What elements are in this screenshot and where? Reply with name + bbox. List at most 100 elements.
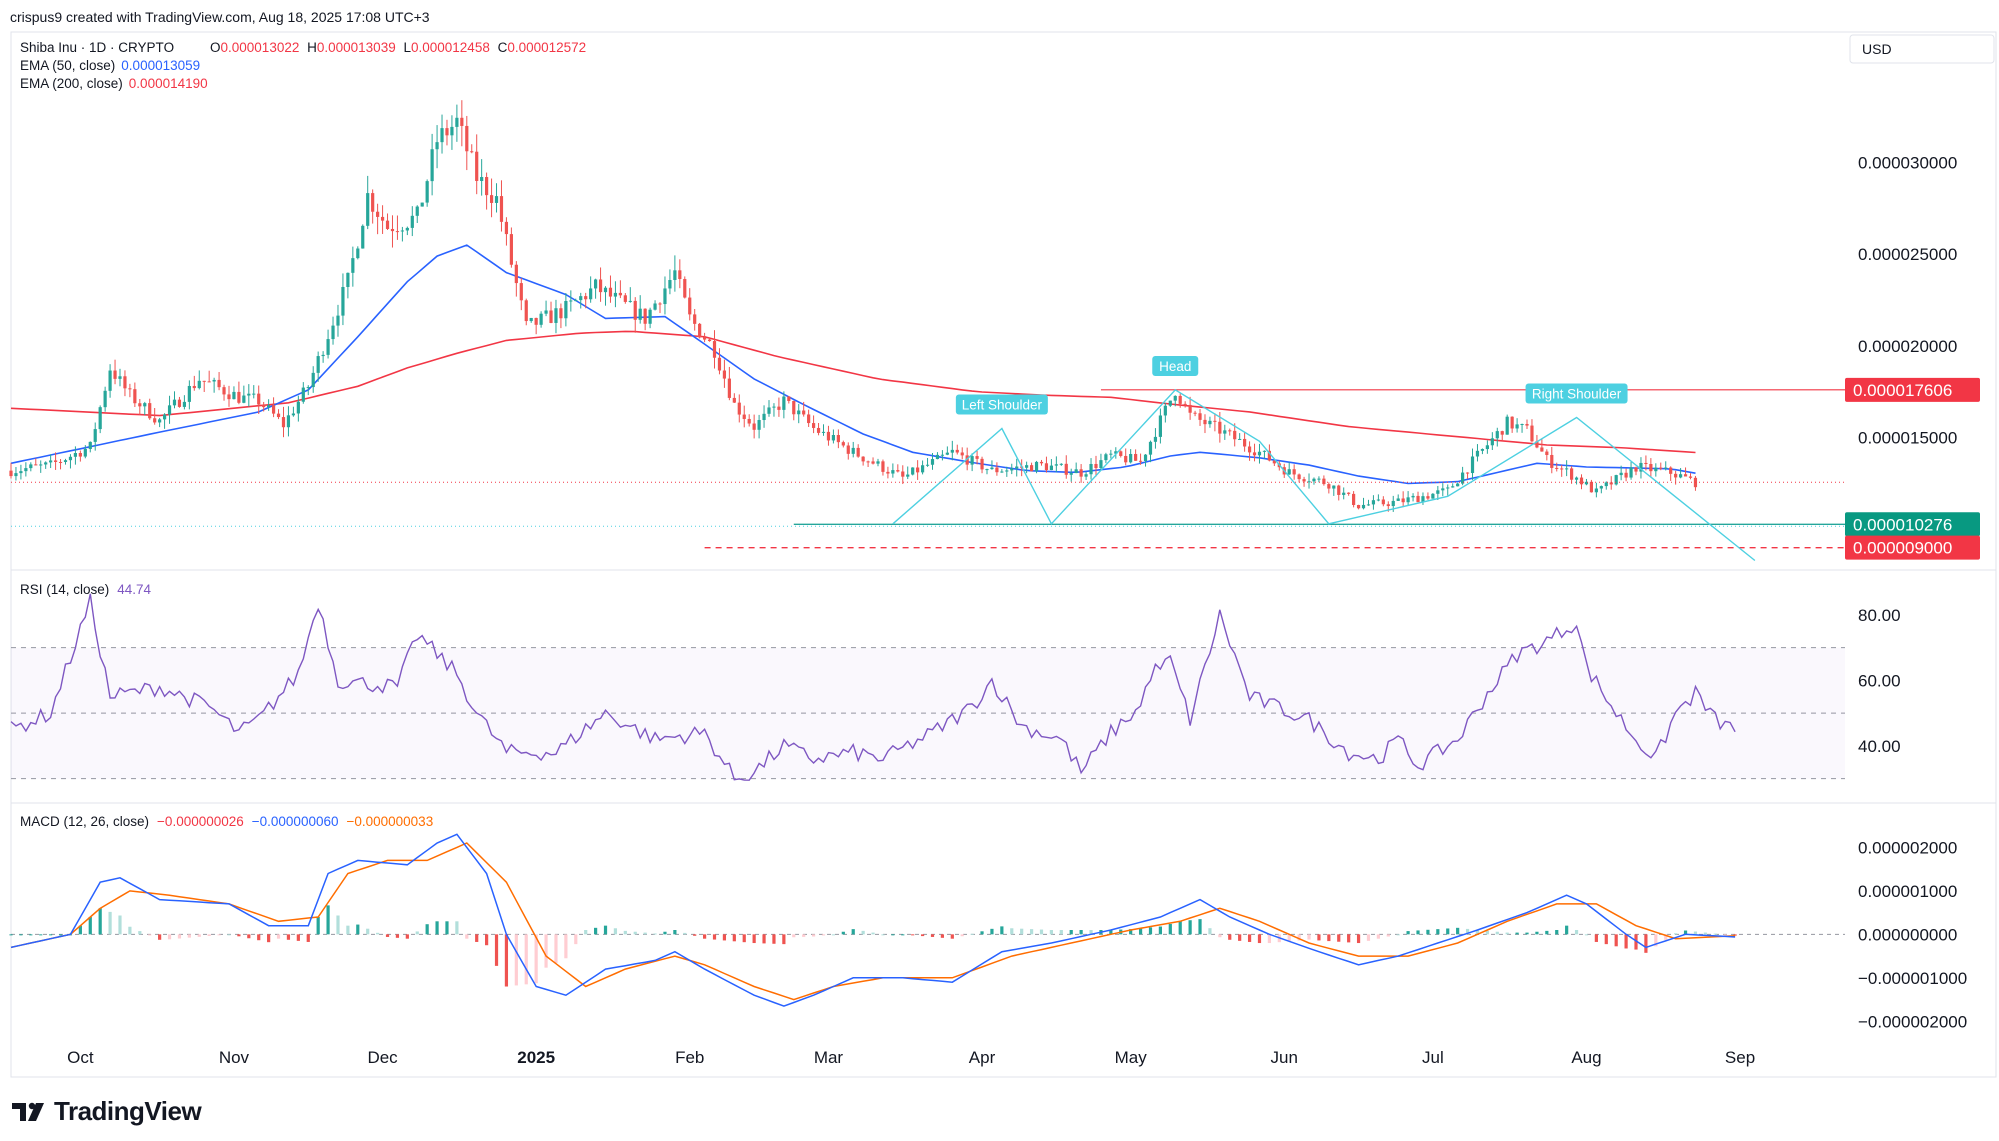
macd-histogram-bar bbox=[861, 930, 865, 935]
candle-body bbox=[1485, 445, 1489, 450]
candle-body bbox=[271, 405, 276, 414]
macd-histogram-bar bbox=[1267, 934, 1271, 944]
candle-body bbox=[1178, 395, 1182, 404]
candle-body bbox=[990, 467, 994, 470]
candle-body bbox=[861, 456, 865, 462]
macd-histogram-bar bbox=[1069, 930, 1073, 935]
candle-body bbox=[1540, 447, 1544, 452]
macd-histogram-bar bbox=[1148, 927, 1153, 935]
macd-histogram-bar bbox=[326, 905, 330, 935]
candles bbox=[9, 100, 1698, 512]
macd-axis-label: 0.000001000 bbox=[1858, 882, 1957, 901]
candle-body bbox=[262, 404, 266, 408]
candle-body bbox=[1664, 467, 1668, 469]
candle-body bbox=[1143, 454, 1148, 461]
candle-body bbox=[1267, 450, 1271, 461]
ema200-label: EMA (200, close) bbox=[20, 76, 123, 91]
candle-body bbox=[73, 453, 78, 457]
candle-body bbox=[722, 370, 727, 379]
candle-body bbox=[658, 303, 662, 305]
candle-body bbox=[1416, 495, 1420, 503]
candle-body bbox=[1451, 486, 1455, 488]
candle-body bbox=[1495, 431, 1499, 439]
ema50-line bbox=[10, 244, 1696, 485]
price-label-text: 0.000017606 bbox=[1853, 381, 1952, 400]
candle-body bbox=[1411, 495, 1415, 498]
macd-histogram-bar bbox=[98, 908, 102, 935]
currency-box[interactable] bbox=[1849, 34, 1995, 64]
candle-body bbox=[1555, 467, 1559, 469]
candle-body bbox=[1262, 450, 1267, 452]
currency-label: USD bbox=[1862, 41, 1892, 57]
candle-body bbox=[445, 128, 449, 136]
candle-body bbox=[584, 296, 588, 300]
candle-body bbox=[465, 125, 469, 152]
candle-body bbox=[752, 423, 756, 430]
macd-histogram-bar bbox=[633, 931, 637, 935]
macd-histogram-bar bbox=[703, 934, 707, 939]
macd-histogram-bar bbox=[227, 934, 231, 936]
candle-body bbox=[1560, 468, 1564, 470]
candle-body bbox=[698, 323, 702, 338]
candle-body bbox=[1327, 484, 1331, 489]
macd-histogram-bar bbox=[1228, 934, 1232, 940]
macd-histogram-bar bbox=[306, 934, 310, 942]
candle-body bbox=[192, 385, 196, 389]
macd-histogram-bar bbox=[1644, 934, 1648, 953]
macd-histogram-bar bbox=[1307, 934, 1311, 940]
macd-histogram-bar bbox=[594, 927, 598, 935]
ema50-value: 0.000013059 bbox=[121, 58, 200, 73]
candle-body bbox=[1252, 452, 1257, 456]
ema50-legend: EMA (50, close) 0.000013059 bbox=[20, 58, 200, 73]
candle-body bbox=[103, 390, 107, 408]
candle-body bbox=[425, 181, 429, 203]
candle-body bbox=[371, 193, 375, 212]
macd-histogram-bar bbox=[1456, 927, 1460, 935]
macd-histogram-bar bbox=[1624, 934, 1628, 949]
candle-body bbox=[1683, 474, 1688, 477]
candle-body bbox=[1238, 438, 1242, 440]
candle-body bbox=[1292, 469, 1296, 475]
candle-body bbox=[1198, 413, 1202, 420]
candle-body bbox=[1297, 474, 1301, 480]
candle-body bbox=[420, 202, 424, 207]
candle-body bbox=[683, 279, 687, 298]
macd-histogram-bar bbox=[1297, 934, 1301, 941]
candle-body bbox=[177, 399, 182, 407]
candle-body bbox=[846, 445, 850, 454]
candle-body bbox=[1134, 453, 1138, 461]
candle-body bbox=[1119, 451, 1123, 456]
macd-histogram-bar bbox=[425, 924, 429, 935]
candle-body bbox=[628, 300, 632, 302]
time-axis-label: Jul bbox=[1422, 1048, 1444, 1067]
time-axis[interactable]: Oct Nov Dec 2025 Feb Mar Apr May Jun Jul Aug Sep bbox=[67, 1048, 1755, 1067]
candle-body bbox=[1163, 405, 1167, 416]
candle-body bbox=[68, 456, 73, 461]
candle-body bbox=[44, 462, 48, 465]
candle-body bbox=[281, 417, 286, 428]
macd-histogram-bar bbox=[851, 929, 855, 935]
macd-histogram-bar bbox=[1347, 934, 1351, 943]
macd-hist-value: −0.000000026 bbox=[157, 814, 244, 829]
macd-histogram-bar bbox=[574, 934, 578, 945]
candle-body bbox=[519, 283, 523, 301]
candle-body bbox=[153, 418, 157, 423]
macd-histogram-bar bbox=[613, 928, 618, 935]
macd-histogram-bar bbox=[445, 921, 449, 935]
rsi-line bbox=[10, 593, 1736, 781]
candle-body bbox=[891, 470, 895, 474]
candle-body bbox=[1426, 496, 1430, 499]
macd-pane: MACD (12, 26, close) −0.000000026 −0.00000… bbox=[9, 814, 1967, 1031]
macd-histogram-bar bbox=[584, 930, 588, 935]
symbol-title: Shiba Inu · 1D · CRYPTO bbox=[20, 40, 174, 55]
candle-body bbox=[1203, 419, 1207, 425]
candle-body bbox=[1500, 431, 1504, 435]
tradingview-logo-icon bbox=[12, 1102, 44, 1121]
candle-body bbox=[385, 220, 390, 229]
candle-body bbox=[717, 357, 722, 371]
candle-body bbox=[985, 469, 989, 471]
candle-body bbox=[1208, 420, 1212, 425]
candle-body bbox=[1505, 416, 1509, 435]
candle-body bbox=[1490, 438, 1494, 446]
